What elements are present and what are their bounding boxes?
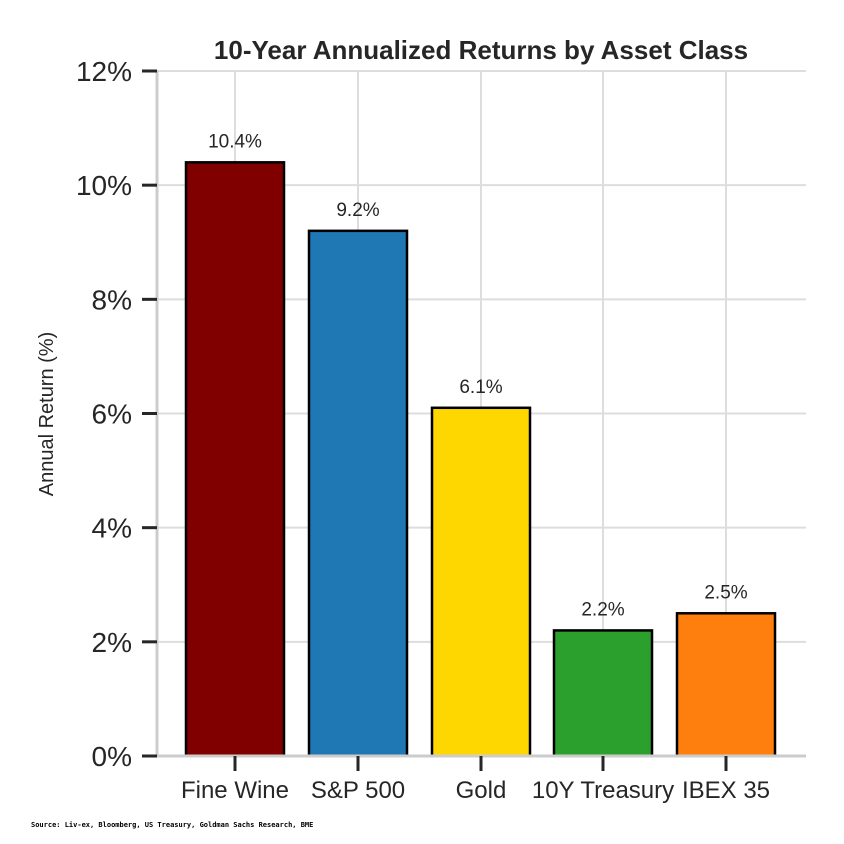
data-label: 10.4% — [208, 131, 262, 152]
x-tick-label: Fine Wine — [181, 777, 289, 804]
data-label: 9.2% — [336, 200, 379, 221]
bar-ibex-35 — [675, 612, 777, 758]
bar-gold — [430, 406, 532, 758]
data-label: 2.5% — [704, 582, 747, 603]
y-axis-ticks: 0% 2% 4% 6% 8% 10% 12% — [76, 56, 157, 772]
y-tick-label: 4% — [92, 513, 132, 544]
y-tick-label: 6% — [92, 399, 132, 430]
x-tick-label: IBEX 35 — [682, 777, 770, 804]
bar-s-p-500 — [307, 229, 409, 758]
y-tick-label: 0% — [92, 741, 132, 772]
chart-title: 10-Year Annualized Returns by Asset Clas… — [214, 35, 748, 65]
source-note: Source: Liv-ex, Bloomberg, US Treasury, … — [31, 821, 313, 829]
x-tick-label: Gold — [456, 777, 507, 804]
x-tick-label: 10Y Treasury — [532, 777, 674, 804]
y-tick-label: 8% — [92, 284, 132, 315]
bar-fine-wine — [184, 161, 286, 758]
y-tick-label: 2% — [92, 627, 132, 658]
data-label: 6.1% — [459, 377, 502, 398]
bar-10y-treasury — [552, 629, 654, 758]
y-axis-label: Annual Return (%) — [36, 332, 58, 497]
x-axis-ticks: Fine Wine S&P 500 Gold 10Y Treasury IBEX 35 — [181, 756, 770, 804]
y-tick-label: 12% — [76, 56, 132, 87]
bars — [184, 161, 777, 758]
data-labels: 10.4% 9.2% 6.1% 2.2% 2.5% — [208, 131, 748, 620]
y-tick-label: 10% — [76, 170, 132, 201]
data-label: 2.2% — [581, 599, 624, 620]
x-tick-label: S&P 500 — [311, 777, 405, 804]
